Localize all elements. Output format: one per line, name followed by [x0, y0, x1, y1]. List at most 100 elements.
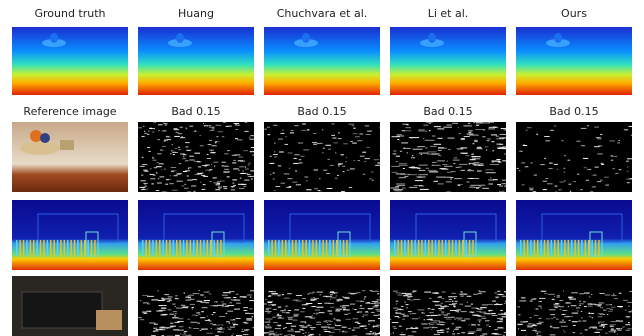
error-pixel: [210, 152, 215, 153]
error-pixel: [402, 188, 406, 189]
error-pixel: [407, 152, 408, 153]
error-image: [138, 276, 254, 336]
object-shape: [210, 240, 212, 256]
error-pixel: [234, 309, 240, 310]
error-pixel: [288, 319, 292, 320]
error-pixel: [477, 147, 481, 148]
object-shape: [169, 240, 171, 256]
error-pixel: [159, 310, 166, 311]
error-pixel: [180, 333, 181, 334]
error-pixel: [412, 313, 417, 314]
error-pixel: [157, 290, 158, 291]
error-pixel: [352, 143, 357, 144]
object-shape: [448, 240, 450, 256]
error-pixel: [233, 334, 234, 335]
error-pixel: [296, 295, 302, 296]
error-pixel: [521, 162, 525, 163]
plate: [20, 141, 60, 155]
error-pixel: [138, 317, 141, 318]
error-pixel: [291, 130, 294, 131]
error-pixel: [305, 177, 309, 178]
error-pixel: [314, 313, 315, 314]
error-pixel: [613, 294, 614, 295]
error-pixel: [142, 136, 144, 137]
error-pixel: [411, 166, 415, 167]
error-pixel: [222, 165, 224, 166]
error-pixel: [204, 300, 210, 301]
error-pixel: [206, 302, 210, 303]
error-pixel: [444, 322, 446, 323]
error-pixel: [233, 297, 236, 298]
error-pixel: [354, 160, 356, 161]
error-pixel: [589, 316, 591, 317]
error-pixel: [545, 140, 550, 141]
error-pixel: [156, 166, 162, 167]
disparity-map: [12, 200, 128, 270]
error-pixel: [456, 167, 459, 168]
error-pixel: [403, 148, 411, 149]
object-shape: [438, 240, 440, 256]
error-pixel: [284, 309, 286, 310]
error-pixel: [536, 134, 538, 135]
error-pixel: [338, 166, 340, 167]
error-pixel: [343, 305, 350, 306]
error-pixel: [160, 176, 165, 177]
error-pixel: [281, 133, 285, 134]
error-pixel: [444, 177, 451, 178]
error-pixel: [174, 128, 178, 129]
error-pixel: [497, 321, 503, 322]
error-pixel: [555, 191, 557, 192]
error-pixel: [231, 299, 237, 300]
error-pixel: [317, 322, 322, 323]
error-pixel: [608, 311, 613, 312]
error-pixel: [485, 169, 493, 170]
error-pixel: [497, 184, 501, 185]
error-pixel: [227, 327, 228, 328]
error-pixel: [423, 125, 428, 126]
error-pixel: [202, 189, 206, 190]
error-pixel: [480, 185, 485, 186]
error-pixel: [140, 166, 145, 167]
error-pixel: [486, 325, 489, 326]
error-pixel: [189, 126, 193, 127]
error-pixel: [306, 316, 308, 317]
error-pixel: [550, 327, 553, 328]
error-pixel: [432, 165, 433, 166]
error-pixel: [282, 130, 284, 131]
error-pixel: [450, 177, 453, 178]
error-pixel: [286, 312, 290, 313]
error-pixel: [309, 293, 314, 294]
error-pixel: [406, 329, 408, 330]
error-pixel: [631, 135, 633, 136]
error-image: [264, 122, 380, 192]
error-pixel: [170, 153, 172, 154]
error-pixel: [531, 299, 535, 300]
error-pixel: [393, 291, 398, 292]
error-pixel: [396, 303, 397, 304]
error-pixel: [160, 327, 167, 328]
error-pixel: [214, 301, 216, 302]
error-pixel: [285, 136, 286, 137]
error-pixel: [600, 180, 603, 181]
error-pixel: [549, 309, 555, 310]
error-pixel: [585, 329, 588, 330]
error-pixel: [243, 150, 248, 151]
object-shape: [81, 240, 83, 256]
error-pixel: [249, 308, 252, 309]
object-shape: [537, 240, 539, 256]
error-pixel: [427, 151, 436, 152]
error-pixel: [197, 173, 201, 174]
error-pixel: [595, 332, 600, 333]
error-pixel: [168, 296, 173, 297]
error-pixel: [478, 320, 482, 321]
error-pixel: [422, 165, 428, 166]
error-pixel: [455, 301, 458, 302]
error-pixel: [536, 309, 539, 310]
error-pixel: [402, 130, 405, 131]
error-pixel: [339, 331, 340, 332]
error-pixel: [217, 305, 224, 306]
error-pixel: [324, 303, 329, 304]
error-pixel: [245, 167, 246, 168]
error-pixel: [357, 323, 360, 324]
object-shape: [213, 240, 215, 256]
